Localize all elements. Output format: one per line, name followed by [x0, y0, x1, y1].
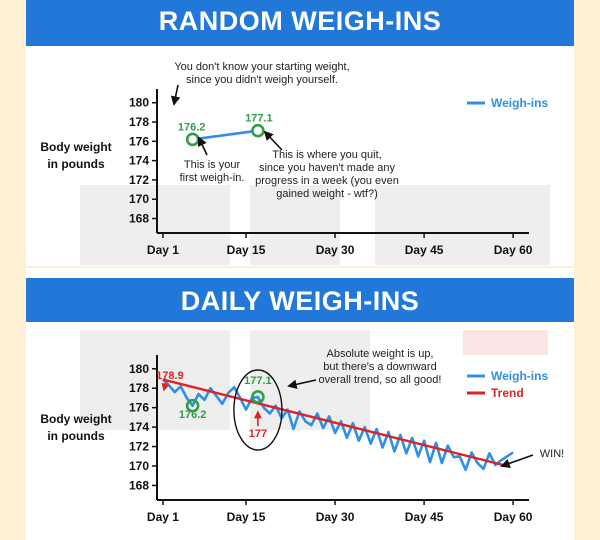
y-tick-label: 174	[129, 154, 149, 168]
y-tick-label: 170	[129, 459, 149, 473]
y-tick-label: 168	[129, 478, 149, 492]
watermark	[80, 185, 550, 430]
x-tick-label: Day 45	[405, 243, 444, 257]
y-tick-label: 172	[129, 440, 149, 454]
x-tick-label: Day 30	[316, 243, 355, 257]
watermark-block	[80, 330, 230, 430]
y-tick-label: 178	[129, 115, 149, 129]
y-tick-label: 178	[129, 381, 149, 395]
y-axis-label: in pounds	[47, 157, 105, 171]
highlight-point	[251, 390, 265, 404]
x-tick-label: Day 1	[147, 243, 179, 257]
x-tick-label: Day 30	[316, 510, 355, 524]
annotation-text: This is where you quit,	[272, 149, 381, 161]
annotation-text: since you haven't made any	[259, 162, 396, 174]
y-axis-label: in pounds	[47, 429, 105, 443]
annotation-text: gained weight - wtf?)	[276, 188, 378, 200]
point-label: 177	[249, 428, 267, 440]
y-tick-label: 168	[129, 212, 149, 226]
x-tick-label: Day 60	[494, 510, 533, 524]
annotation-arrow	[170, 84, 181, 106]
daily-weigh-ins-banner: DAILY WEIGH-INS	[26, 278, 574, 322]
legend-label: Trend	[491, 386, 524, 400]
point-label-arrow	[161, 381, 170, 392]
weigh-ins-line	[161, 378, 514, 472]
y-tick-label: 180	[129, 362, 149, 376]
point-label: 178.9	[156, 370, 184, 382]
annotation-arrow	[197, 136, 208, 156]
annotation-arrow	[287, 379, 317, 390]
y-tick-label: 170	[129, 192, 149, 206]
y-tick-label: 176	[129, 401, 149, 415]
point-label: 176.2	[179, 409, 207, 421]
annotation-text: Absolute weight is up,	[326, 348, 433, 360]
x-tick-label: Day 15	[227, 510, 266, 524]
x-tick-label: Day 15	[227, 243, 266, 257]
annotation-text: overall trend, so all good!	[319, 374, 442, 386]
y-tick-label: 180	[129, 96, 149, 110]
watermark-block	[375, 185, 550, 265]
x-tick-label: Day 60	[494, 243, 533, 257]
annotation-text: since you didn't weigh yourself.	[186, 74, 338, 86]
weigh-in-point	[185, 132, 200, 147]
y-tick-label: 172	[129, 173, 149, 187]
y-tick-label: 176	[129, 134, 149, 148]
legend-label: Weigh-ins	[491, 96, 548, 110]
annotation-arrow	[263, 130, 283, 151]
legend-label: Weigh-ins	[491, 369, 548, 383]
point-label: 177.1	[244, 375, 272, 387]
annotation-text: progress in a week (you even	[255, 175, 399, 187]
watermark-block	[250, 185, 340, 265]
annotation-text: WIN!	[540, 448, 564, 460]
point-label: 176.2	[178, 121, 206, 133]
random-weigh-ins-banner: RANDOM WEIGH-INS	[26, 0, 574, 46]
annotation-text: You don't know your starting weight,	[174, 61, 349, 73]
highlight-point	[185, 398, 200, 413]
y-axis-label: Body weight	[40, 412, 111, 426]
trend-line	[162, 378, 508, 468]
watermark-block	[80, 185, 230, 265]
y-tick-label: 174	[129, 420, 149, 434]
x-tick-label: Day 1	[147, 510, 179, 524]
x-tick-label: Day 45	[405, 510, 444, 524]
y-axis-label: Body weight	[40, 140, 111, 154]
annotation-arrow	[500, 454, 534, 468]
annotation-text: This is your	[184, 159, 241, 171]
annotation-text: first weigh-in.	[180, 172, 245, 184]
annotation-text: but there's a downward	[323, 361, 436, 373]
point-label: 177.1	[245, 113, 273, 125]
weigh-in-point	[251, 123, 265, 138]
highlight-ellipse	[233, 369, 283, 451]
watermark-block	[463, 330, 548, 355]
